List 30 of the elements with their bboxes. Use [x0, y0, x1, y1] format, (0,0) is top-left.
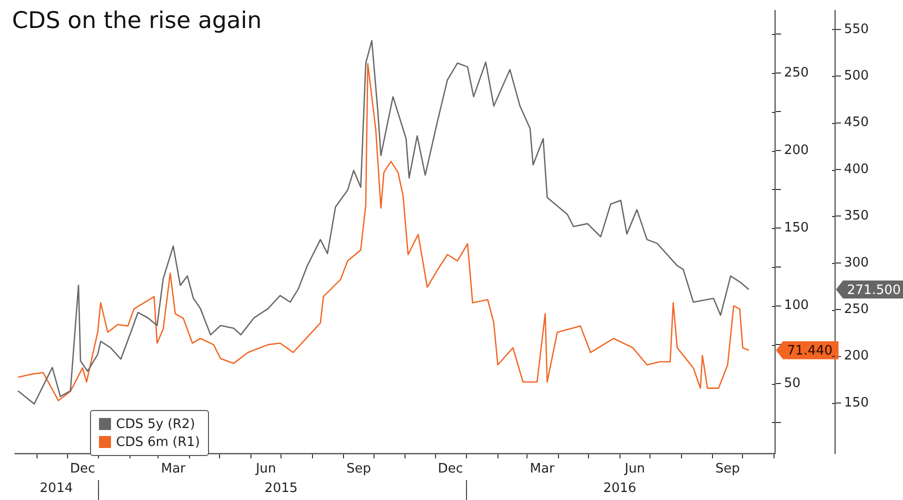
x-tick-label: Dec [438, 462, 464, 477]
y-tick-label: 250 [784, 65, 809, 80]
y2-tick-label: 250 [844, 302, 869, 317]
y2-tick-label: 150 [844, 395, 869, 410]
x-tick-label: Sep [715, 462, 740, 477]
legend-label: CDS 6m (R1) [116, 434, 200, 450]
y2-tick-label: 500 [844, 68, 869, 84]
y-tick-label: 100 [784, 298, 809, 314]
x-tick-label: Jun [254, 462, 276, 477]
x-tick-label: Jun [624, 462, 646, 477]
y-tick-label: 200 [784, 142, 809, 158]
y2-tick-label: 400 [844, 162, 869, 177]
y2-tick-label: 300 [844, 255, 869, 270]
x2-tick-label: 2016 [603, 481, 636, 496]
y-tick-label: 150 [784, 220, 809, 236]
y2-tick-label: 450 [844, 115, 869, 130]
y2-tick-label: 550 [844, 22, 869, 37]
text: 71.440 [787, 344, 832, 359]
x-tick-label: Mar [530, 462, 556, 477]
y2-tick-label: 350 [844, 208, 869, 224]
text: 271.500 [847, 282, 901, 298]
y-tick-label: 50 [784, 376, 801, 391]
x2-tick-label: 2014 [40, 481, 73, 496]
y2-tick-label: 200 [844, 348, 869, 364]
legend-label: CDS 5y (R2) [116, 416, 196, 432]
x-tick-label: Dec [70, 462, 96, 477]
x-tick-label: Sep [346, 462, 371, 477]
x2-tick-label: 2015 [264, 481, 298, 496]
chart-title: CDS on the rise again [12, 8, 262, 34]
x-tick-label: Mar [160, 462, 186, 477]
